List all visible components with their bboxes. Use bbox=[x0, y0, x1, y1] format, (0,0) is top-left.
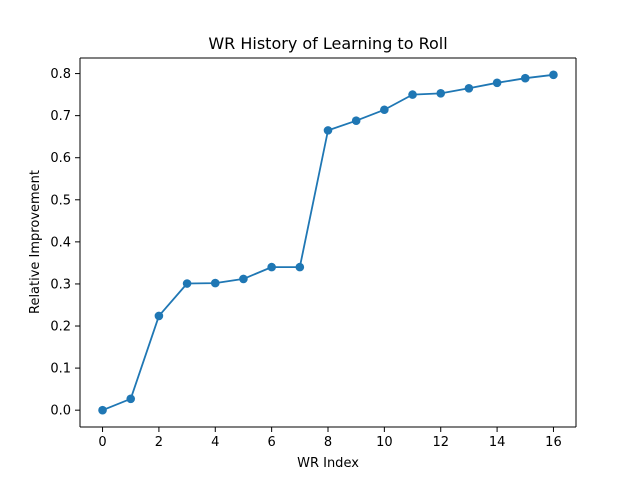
y-tick-label: 0.0 bbox=[50, 404, 71, 419]
x-tick-label: 14 bbox=[489, 435, 506, 450]
x-tick-label: 2 bbox=[155, 435, 163, 450]
chart-title: WR History of Learning to Roll bbox=[208, 34, 447, 53]
data-point bbox=[154, 311, 164, 321]
y-tick-label: 0.7 bbox=[50, 109, 71, 124]
y-tick-label: 0.8 bbox=[50, 67, 71, 82]
y-tick-label: 0.1 bbox=[50, 362, 71, 377]
data-point bbox=[408, 90, 417, 99]
x-tick-label: 0 bbox=[98, 435, 106, 450]
data-point bbox=[323, 126, 333, 135]
data-point bbox=[267, 262, 276, 272]
data-point bbox=[436, 89, 446, 98]
data-point bbox=[464, 83, 474, 93]
x-tick-label: 12 bbox=[432, 435, 449, 450]
x-tick-label: 4 bbox=[211, 435, 219, 450]
data-point bbox=[239, 274, 248, 284]
plot-area: 0 2 4 6 8 10 12 14 16 0.0 0.1 0.2 0.3 0.4 0.5 0.6 0.7 0.8 bbox=[50, 57, 577, 450]
data-point bbox=[520, 73, 530, 83]
data-point bbox=[182, 279, 192, 288]
y-tick-label: 0.6 bbox=[50, 151, 71, 166]
x-tick-label: 16 bbox=[545, 435, 562, 450]
data-point bbox=[210, 278, 220, 288]
x-tick-label: 10 bbox=[376, 435, 393, 450]
x-tick-label: 8 bbox=[324, 435, 332, 450]
data-point bbox=[492, 78, 502, 88]
data-point bbox=[295, 262, 305, 272]
y-tick-label: 0.2 bbox=[50, 320, 71, 335]
x-axis-label: WR Index bbox=[297, 456, 359, 471]
y-tick-label: 0.4 bbox=[50, 235, 71, 250]
data-point bbox=[380, 105, 389, 115]
x-tick-label: 6 bbox=[267, 435, 275, 450]
y-tick-label: 0.3 bbox=[50, 277, 71, 292]
y-axis-label: Relative Improvement bbox=[28, 170, 43, 314]
data-point bbox=[549, 70, 558, 80]
y-tick-label: 0.5 bbox=[50, 193, 71, 208]
data-point bbox=[351, 116, 361, 125]
data-point bbox=[98, 405, 107, 415]
data-point bbox=[126, 394, 136, 404]
